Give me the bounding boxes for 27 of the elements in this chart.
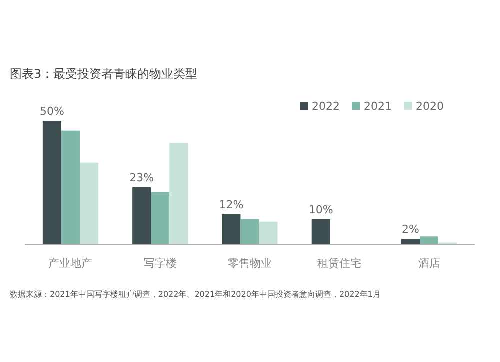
bar (170, 143, 188, 244)
data-label: 50% (40, 105, 64, 118)
bar (259, 222, 278, 244)
legend-label: 2020 (416, 100, 444, 113)
x-tick-label: 租赁住宅 (318, 257, 362, 270)
bar (240, 219, 260, 244)
bar (222, 214, 241, 244)
x-tick-label: 写字楼 (144, 257, 177, 270)
bar (61, 130, 80, 244)
data-label: 2% (402, 223, 420, 236)
bar (42, 121, 62, 244)
data-label: 23% (130, 171, 154, 184)
bar (80, 162, 99, 244)
legend-label: 2021 (364, 100, 392, 113)
x-tick-label: 零售物业 (228, 257, 272, 270)
x-tick-label: 产业地产 (48, 257, 93, 270)
bar (401, 239, 420, 244)
bar (312, 219, 330, 244)
data-label: 12% (219, 198, 244, 212)
bar (132, 187, 152, 244)
legend-label: 2022 (312, 100, 340, 113)
x-tick-label: 酒店 (418, 257, 440, 270)
data-label: 10% (308, 203, 334, 216)
bar (151, 192, 170, 244)
bar (420, 236, 439, 244)
chart-title: 图表3：最受投资者青睐的物业类型 (10, 67, 198, 81)
source-note: 数据来源：2021年中国写字楼租户调查，2022年、2021年和2020年中国投资者意向调查，2022年1月 (10, 290, 381, 299)
